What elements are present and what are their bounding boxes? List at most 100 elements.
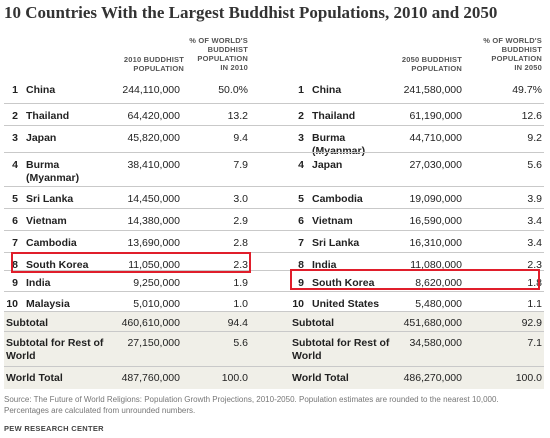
total-percent-2010: 100.0	[221, 372, 248, 384]
table-row: 2 Thailand 64,420,000 13.2 2 Thailand 61,190,0…	[4, 103, 544, 126]
country-2010: Malaysia	[26, 298, 70, 310]
population-2010: 11,050,000	[128, 259, 180, 271]
population-2010: 38,410,000	[127, 159, 180, 171]
table-row: 6 Vietnam 14,380,000 2.9 6 Vietnam 16,590,000 3…	[4, 208, 544, 231]
table-row: 8 South Korea 11,050,000 2.3 8 India 11,080,00…	[4, 252, 544, 271]
rank-2010: 9	[12, 277, 18, 289]
percent-2050: 2.3	[527, 259, 542, 271]
table-row: 3 Japan 45,820,000 9.4 3 Burma (Myanmar) 44,71…	[4, 125, 544, 157]
country-2010: China	[26, 84, 56, 96]
total-population-2010: 460,610,000	[121, 317, 180, 329]
rank-2010: 5	[12, 193, 18, 205]
percent-2010: 13.2	[227, 110, 248, 122]
percent-2050: 49.7%	[512, 84, 542, 96]
population-2050: 19,090,000	[409, 193, 462, 205]
header-2050-percent: % OF WORLD'S BUDDHIST POPULATION IN 2050	[483, 36, 542, 72]
percent-2050: 5.6	[527, 159, 542, 171]
rank-2010: 1	[12, 84, 18, 96]
header-2050-population: 2050 BUDDHIST POPULATION	[401, 55, 462, 73]
country-2050: Vietnam	[312, 215, 353, 227]
population-2010: 13,690,000	[127, 237, 180, 249]
rank-2010: 6	[12, 215, 18, 227]
table-row: 1 China 244,110,000 50.0% 1 China 241,580,000 4…	[4, 78, 544, 103]
source-note: Source: The Future of World Religions: P…	[4, 395, 499, 415]
table-row: 5 Sri Lanka 14,450,000 3.0 5 Cambodia 19,090,0…	[4, 186, 544, 209]
population-2010: 14,450,000	[127, 193, 180, 205]
population-2050: 5,480,000	[415, 298, 462, 310]
country-2050: Sri Lanka	[312, 237, 360, 249]
country-2010: Vietnam	[26, 215, 67, 227]
country-2050: Thailand	[312, 110, 356, 122]
page-title: 10 Countries With the Largest Buddhist P…	[4, 3, 498, 22]
population-2010: 9,250,000	[133, 277, 180, 289]
percent-2010: 2.9	[233, 215, 248, 227]
rank-2050: 6	[298, 215, 304, 227]
total-row: World Total 487,760,000 100.0 World Total 48…	[4, 366, 544, 389]
table-row: 10 Malaysia 5,010,000 1.0 10 United States 5,4…	[4, 291, 544, 312]
source-organization: PEW RESEARCH CENTER	[4, 424, 104, 433]
rank-2010: 7	[12, 237, 18, 249]
country-2050: India	[312, 259, 337, 271]
percent-2050: 3.4	[527, 237, 542, 249]
population-2050: 61,190,000	[409, 110, 462, 122]
population-2010: 45,820,000	[127, 132, 180, 144]
percent-2010: 9.4	[233, 132, 248, 144]
total-population-2010: 487,760,000	[121, 372, 180, 384]
rank-2010: 2	[12, 110, 18, 122]
percent-2050: 1.1	[527, 298, 542, 310]
population-2050: 44,710,000	[409, 132, 462, 144]
header-2010-percent: % OF WORLD'S BUDDHIST POPULATION IN 2010	[189, 36, 248, 72]
country-2010: Cambodia	[26, 237, 77, 249]
total-percent-2010: 94.4	[227, 317, 248, 329]
table-row: 4 Burma (Myanmar) 38,410,000 7.9 4 Japan 27,03…	[4, 152, 544, 187]
rank-2010: 10	[6, 298, 18, 310]
percent-2010: 1.9	[233, 277, 248, 289]
rank-2050: 3	[298, 132, 304, 144]
total-percent-2010: 5.6	[233, 337, 248, 349]
header-2010-population: 2010 BUDDHIST POPULATION	[123, 55, 184, 73]
total-label-2010: Subtotal for Rest of World	[6, 337, 104, 362]
country-2010: India	[26, 277, 51, 289]
country-2050: United States	[312, 298, 380, 310]
population-2050: 27,030,000	[409, 159, 462, 171]
country-2050: Cambodia	[312, 193, 363, 205]
total-population-2050: 486,270,000	[403, 372, 462, 384]
total-population-2010: 27,150,000	[127, 337, 180, 349]
population-2010: 14,380,000	[127, 215, 180, 227]
country-2050: Burma (Myanmar)	[312, 132, 366, 157]
total-label-2010: World Total	[6, 372, 63, 384]
table-row: 9 India 9,250,000 1.9 9 South Korea 8,620,000 1…	[4, 270, 544, 292]
country-2010: Thailand	[26, 110, 70, 122]
percent-2050: 12.6	[521, 110, 542, 122]
country-2050: Japan	[312, 159, 343, 171]
percent-2010: 2.3	[233, 259, 248, 271]
country-2010: Burma (Myanmar)	[26, 159, 80, 184]
rank-2010: 4	[12, 159, 18, 171]
highlight-south-korea-2050	[290, 269, 540, 290]
percent-2010: 3.0	[233, 193, 248, 205]
rank-2050: 9	[298, 277, 304, 289]
total-percent-2050: 100.0	[515, 372, 542, 384]
rank-2050: 2	[298, 110, 304, 122]
population-2050: 16,310,000	[409, 237, 462, 249]
total-population-2050: 34,580,000	[409, 337, 462, 349]
population-2010: 64,420,000	[127, 110, 180, 122]
rank-2010: 8	[12, 259, 18, 271]
total-label-2010: Subtotal	[6, 317, 48, 329]
table-row: 7 Cambodia 13,690,000 2.8 7 Sri Lanka 16,310,0…	[4, 230, 544, 253]
highlight-south-korea-2010	[11, 252, 251, 273]
total-percent-2050: 92.9	[521, 317, 542, 329]
population-2050: 16,590,000	[409, 215, 462, 227]
population-2010: 5,010,000	[133, 298, 180, 310]
total-label-2050: Subtotal	[292, 317, 334, 329]
country-2010: Japan	[26, 132, 57, 144]
population-2050: 11,080,000	[410, 259, 462, 271]
population-2010: 244,110,000	[122, 84, 180, 96]
rank-2050: 7	[298, 237, 304, 249]
percent-2010: 2.8	[233, 237, 248, 249]
total-row: Subtotal 460,610,000 94.4 Subtotal 451,680,0…	[4, 311, 544, 332]
rank-2050: 1	[298, 84, 304, 96]
rank-2010: 3	[12, 132, 18, 144]
total-label-2050: Subtotal for Rest of World	[292, 337, 390, 362]
percent-2010: 7.9	[233, 159, 248, 171]
